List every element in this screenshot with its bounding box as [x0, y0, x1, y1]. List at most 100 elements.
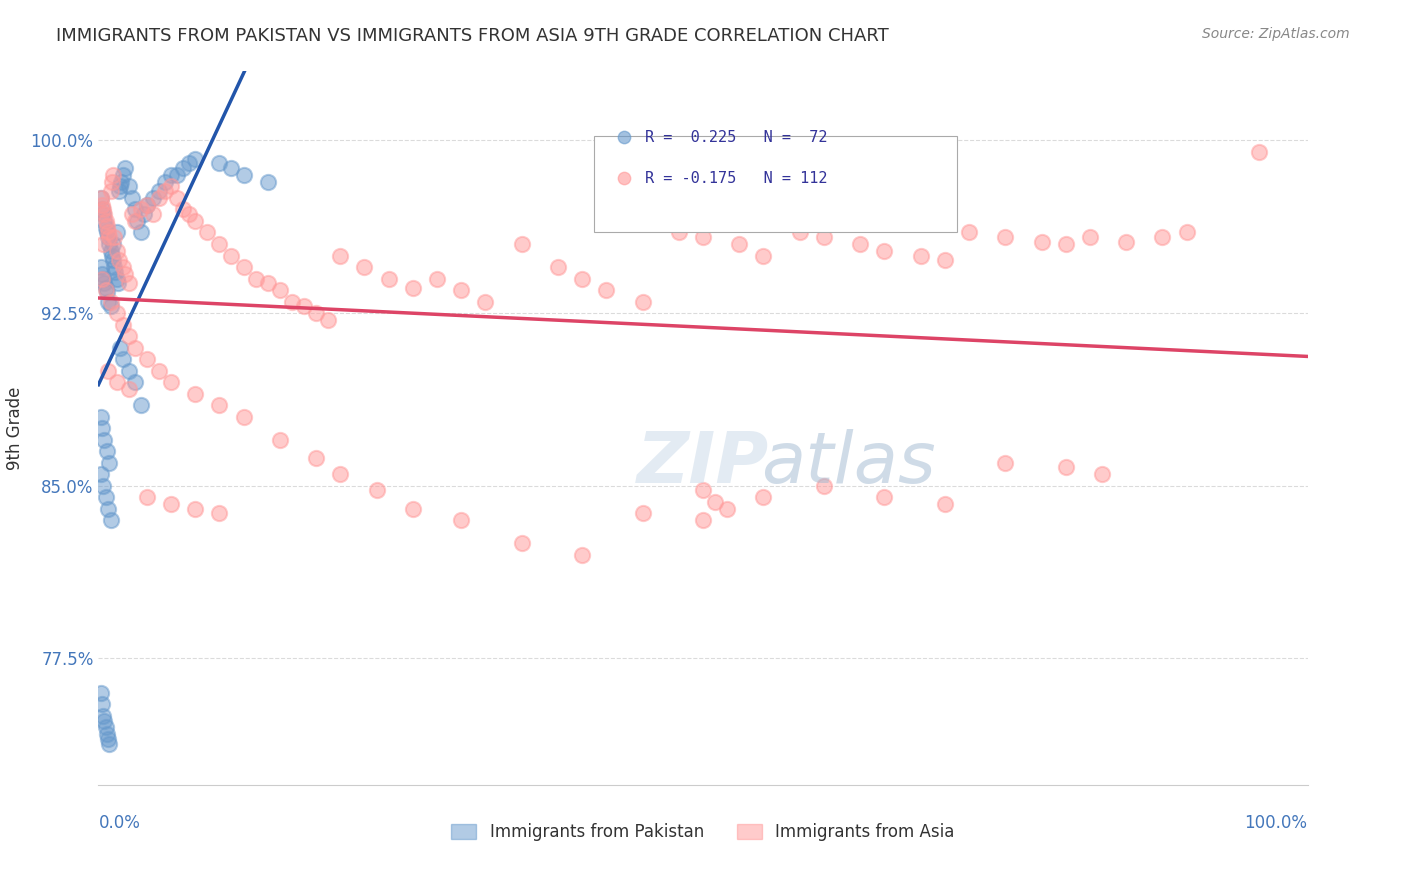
- Immigrants from Pakistan: [127, 214, 149, 228]
- Immigrants from Asia: [402, 501, 425, 516]
- Immigrants from Pakistan: [111, 352, 134, 367]
- Immigrants from Asia: [934, 497, 956, 511]
- Immigrants from Asia: [166, 191, 188, 205]
- Immigrants from Asia: [1115, 235, 1137, 249]
- Immigrants from Pakistan: [91, 267, 114, 281]
- Immigrants from Asia: [813, 479, 835, 493]
- Immigrants from Pakistan: [221, 161, 243, 175]
- Immigrants from Pakistan: [118, 363, 141, 377]
- Immigrants from Asia: [1078, 230, 1101, 244]
- Immigrants from Asia: [245, 271, 267, 285]
- Immigrants from Pakistan: [153, 175, 176, 189]
- Immigrants from Pakistan: [104, 265, 127, 279]
- Immigrants from Pakistan: [111, 168, 134, 182]
- Immigrants from Pakistan: [98, 237, 121, 252]
- Immigrants from Asia: [873, 244, 896, 258]
- Immigrants from Asia: [184, 386, 207, 401]
- Immigrants from Asia: [316, 313, 339, 327]
- Immigrants from Asia: [704, 495, 727, 509]
- Immigrants from Asia: [129, 202, 152, 217]
- Immigrants from Pakistan: [208, 156, 231, 170]
- Immigrants from Asia: [281, 294, 304, 309]
- Immigrants from Pakistan: [134, 207, 156, 221]
- Immigrants from Pakistan: [129, 398, 152, 412]
- Immigrants from Asia: [97, 226, 120, 240]
- Immigrants from Pakistan: [91, 202, 114, 217]
- Immigrants from Pakistan: [179, 156, 201, 170]
- Immigrants from Pakistan: [91, 698, 114, 712]
- Immigrants from Asia: [100, 175, 122, 189]
- Text: IMMIGRANTS FROM PAKISTAN VS IMMIGRANTS FROM ASIA 9TH GRADE CORRELATION CHART: IMMIGRANTS FROM PAKISTAN VS IMMIGRANTS F…: [56, 27, 889, 45]
- Immigrants from Asia: [510, 237, 533, 252]
- Immigrants from Asia: [450, 283, 472, 297]
- Immigrants from Asia: [789, 226, 811, 240]
- Immigrants from Pakistan: [108, 179, 131, 194]
- Immigrants from Asia: [353, 260, 375, 274]
- Immigrants from Pakistan: [91, 479, 114, 493]
- Immigrants from Pakistan: [94, 720, 117, 734]
- Immigrants from Asia: [179, 207, 201, 221]
- Immigrants from Pakistan: [184, 152, 207, 166]
- Immigrants from Asia: [135, 198, 157, 212]
- Immigrants from Asia: [221, 248, 243, 262]
- Immigrants from Asia: [1249, 145, 1271, 159]
- Immigrants from Asia: [148, 191, 170, 205]
- Immigrants from Pakistan: [100, 513, 122, 527]
- Immigrants from Asia: [813, 230, 835, 244]
- Immigrants from Asia: [94, 283, 117, 297]
- Immigrants from Asia: [571, 548, 593, 562]
- Immigrants from Pakistan: [94, 220, 117, 235]
- Immigrants from Asia: [118, 382, 141, 396]
- Immigrants from Asia: [1054, 460, 1077, 475]
- Immigrants from Asia: [994, 230, 1017, 244]
- Immigrants from Pakistan: [108, 341, 131, 355]
- Immigrants from Asia: [994, 456, 1017, 470]
- Immigrants from Asia: [752, 248, 775, 262]
- Immigrants from Asia: [1031, 235, 1053, 249]
- Immigrants from Pakistan: [256, 175, 278, 189]
- FancyBboxPatch shape: [595, 136, 957, 232]
- Immigrants from Asia: [1152, 230, 1174, 244]
- Immigrants from Asia: [91, 202, 114, 217]
- Immigrants from Pakistan: [90, 191, 112, 205]
- Immigrants from Asia: [1175, 226, 1198, 240]
- Immigrants from Asia: [135, 490, 157, 504]
- Immigrants from Asia: [728, 237, 751, 252]
- Point: [613, 345, 636, 359]
- Immigrants from Asia: [329, 467, 352, 482]
- Immigrants from Asia: [366, 483, 388, 498]
- Immigrants from Pakistan: [98, 456, 121, 470]
- Immigrants from Asia: [305, 451, 328, 466]
- Immigrants from Pakistan: [124, 375, 146, 389]
- Immigrants from Asia: [232, 260, 254, 274]
- Immigrants from Pakistan: [114, 161, 136, 175]
- Immigrants from Pakistan: [101, 253, 124, 268]
- Immigrants from Pakistan: [148, 184, 170, 198]
- Immigrants from Pakistan: [90, 467, 112, 482]
- Immigrants from Pakistan: [91, 271, 114, 285]
- Immigrants from Pakistan: [97, 230, 120, 244]
- Immigrants from Asia: [111, 260, 134, 274]
- Immigrants from Pakistan: [90, 409, 112, 424]
- Text: Source: ZipAtlas.com: Source: ZipAtlas.com: [1202, 27, 1350, 41]
- Immigrants from Asia: [631, 506, 654, 520]
- Immigrants from Pakistan: [91, 207, 114, 221]
- Immigrants from Asia: [692, 483, 714, 498]
- Immigrants from Asia: [510, 536, 533, 550]
- Immigrants from Asia: [121, 207, 143, 221]
- Immigrants from Asia: [114, 267, 136, 281]
- Immigrants from Pakistan: [97, 731, 120, 746]
- Immigrants from Asia: [195, 226, 218, 240]
- Immigrants from Asia: [292, 299, 315, 313]
- Immigrants from Asia: [269, 433, 291, 447]
- Immigrants from Asia: [100, 294, 122, 309]
- Immigrants from Asia: [98, 230, 121, 244]
- Immigrants from Pakistan: [98, 737, 121, 751]
- Text: 100.0%: 100.0%: [1244, 814, 1308, 831]
- Immigrants from Asia: [934, 253, 956, 268]
- Immigrants from Pakistan: [91, 709, 114, 723]
- Immigrants from Asia: [752, 490, 775, 504]
- Immigrants from Asia: [184, 214, 207, 228]
- Immigrants from Asia: [377, 271, 399, 285]
- Immigrants from Asia: [631, 294, 654, 309]
